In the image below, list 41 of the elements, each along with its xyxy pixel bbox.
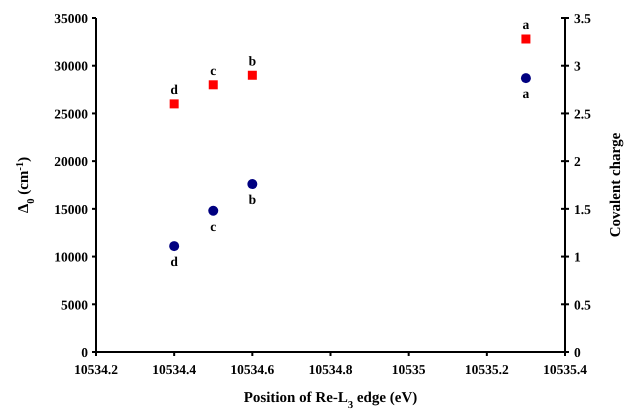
x-tick-label: 10535.4 [543,362,588,377]
point [520,73,531,84]
y2-tick-label: 0 [574,345,581,360]
data-label: b [248,192,256,208]
data-label: c [210,218,216,234]
x-tick-label: 10534.6 [230,362,275,377]
data-label: c [210,62,216,78]
y-tick-label: 5000 [61,297,88,312]
y-tick-label: 15000 [54,202,88,217]
y-tick-label: 10000 [54,250,88,265]
point [208,80,218,90]
x-tick-label: 10534.4 [152,362,196,377]
x-tick-label: 10534.2 [74,362,118,377]
y-tick-label: 20000 [54,154,88,170]
y-tick-label: 0 [81,345,88,360]
y2-tick-label: 2 [574,154,581,170]
y2-tick-label: 3 [574,58,581,74]
y2-tick-label: 1.5 [574,202,592,217]
y-tick-label: 35000 [54,11,88,26]
data-label: a [522,16,530,32]
x-tick-label: 10535.2 [464,362,510,377]
data-label: b [248,53,256,68]
point [169,241,180,252]
data-label: d [170,82,178,97]
point [521,34,530,44]
x-tick-label: 10534.8 [308,362,353,377]
point [247,179,258,190]
y-tick-label: 25000 [54,106,88,122]
data-label: d [170,254,178,270]
point [248,70,257,80]
x-axis-title: Position of Re-L$_{3}$ edge (eV) [244,390,418,410]
y2-tick-label: 1 [574,250,581,265]
y-tick-label: 30000 [54,58,88,74]
y2-tick-label: 0.5 [574,297,592,312]
x-tick-label: 10535 [392,362,426,377]
point [170,99,179,108]
y2-tick-label: 3.5 [574,11,592,26]
data-label: a [522,86,530,102]
point [208,206,218,216]
y2-axis-title: Covalent charge [608,132,624,238]
y2-tick-label: 2.5 [574,106,592,122]
